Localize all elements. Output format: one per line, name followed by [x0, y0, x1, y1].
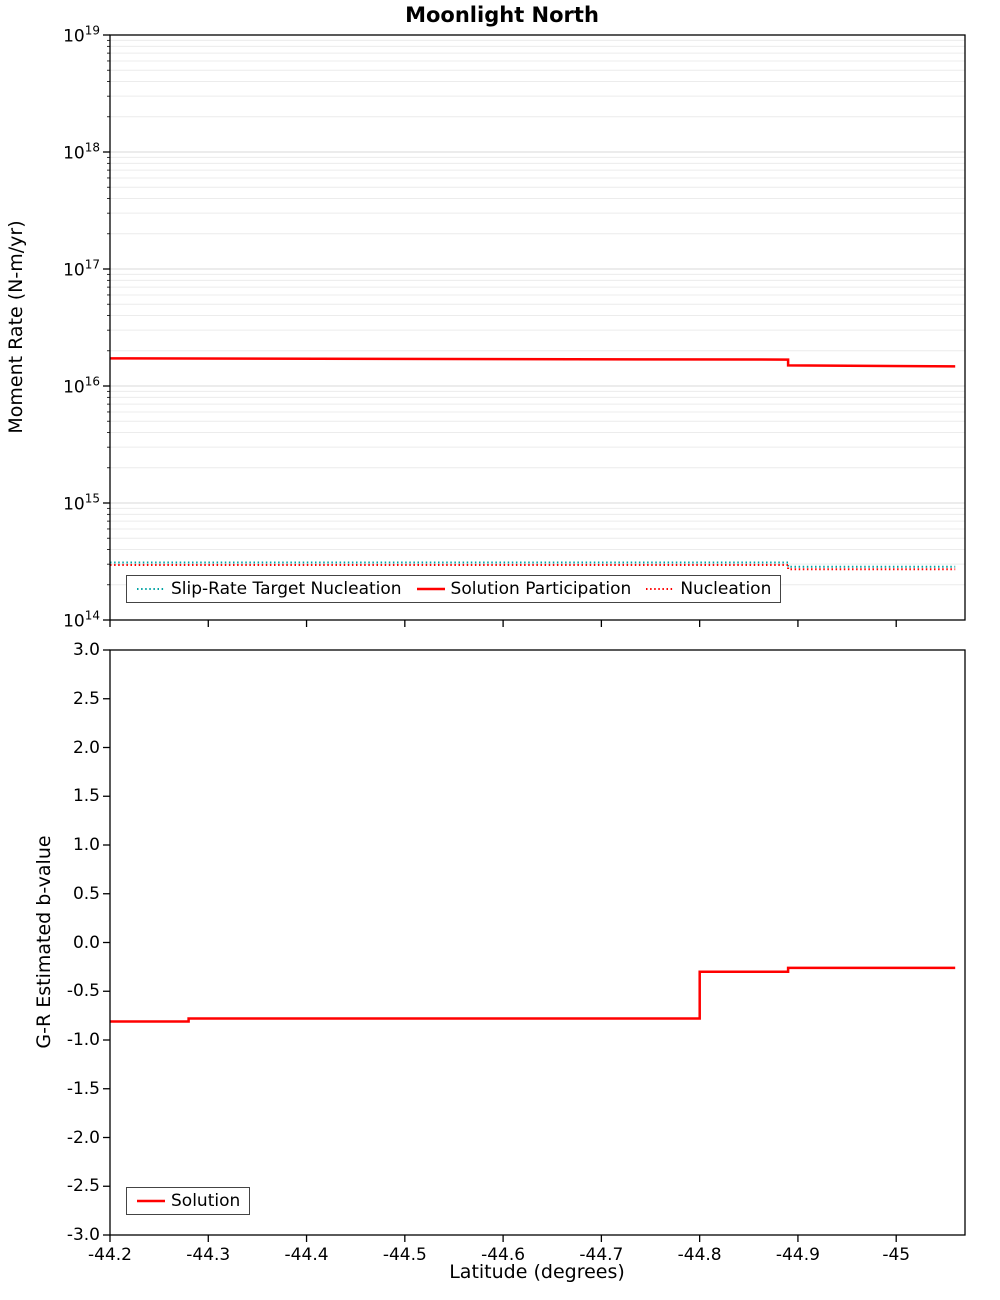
series-line-solution [110, 966, 956, 1023]
legend-line-sample-icon [137, 588, 165, 590]
x-tick-label: -44.8 [677, 1245, 722, 1265]
legend-entry-label: Solution [171, 1191, 241, 1211]
legend-entry: Nucleation [645, 579, 771, 599]
y-tick-label: 0.5 [72, 883, 100, 904]
y-tick-label: 1016 [63, 374, 100, 398]
series-line-solution-participation [109, 357, 956, 368]
legend-entry-label: Solution Participation [450, 579, 632, 599]
legend-entry: Slip-Rate Target Nucleation [136, 579, 402, 599]
y-tick-label: 1015 [63, 491, 100, 515]
y-tick-label: 1.0 [72, 835, 100, 855]
x-tick-label: -45 [882, 1245, 911, 1265]
moment-rate-axis-label: Moment Rate (N-m/yr) [5, 220, 27, 434]
x-axis-label: Latitude (degrees) [449, 1261, 625, 1283]
x-tick-label: -44.5 [382, 1245, 427, 1265]
y-tick-label: 1.5 [72, 786, 100, 807]
y-tick-label: 1018 [63, 140, 100, 164]
y-tick-label: 1017 [63, 257, 100, 281]
legend-line-sample-icon [416, 587, 445, 591]
x-tick-label: -44.2 [88, 1245, 132, 1265]
x-tick-label: -44.7 [579, 1245, 624, 1265]
y-tick-label: -2.0 [66, 1127, 100, 1148]
legend-entry-label: Nucleation [680, 579, 772, 599]
b-value-axis-label: G-R Estimated b-value [33, 835, 55, 1049]
y-tick-label: -0.5 [66, 981, 100, 1002]
y-tick-label: 1014 [63, 608, 100, 632]
y-tick-label: -1.5 [66, 1078, 100, 1099]
y-tick-label: 3.0 [72, 640, 100, 660]
legend-line-sample-icon [137, 1199, 165, 1203]
chart-title: Moonlight North [405, 3, 599, 27]
y-tick-label: 1019 [63, 23, 100, 47]
x-tick-label: -44.3 [186, 1245, 231, 1265]
y-tick-label: 2.5 [72, 688, 100, 709]
y-tick-label: -2.5 [66, 1176, 100, 1197]
x-tick-label: -44.4 [284, 1245, 329, 1265]
legend-entry: Solution [136, 1191, 240, 1211]
legend-line-sample-icon [646, 588, 675, 590]
y-tick-label: 0.0 [72, 932, 100, 953]
legend-entry: Solution Participation [416, 579, 632, 599]
b-value-legend: Solution [126, 1187, 251, 1215]
y-tick-label: 2.0 [72, 737, 100, 758]
moment-rate-legend: Slip-Rate Target Nucleation Solution Part… [126, 575, 782, 603]
y-tick-label: -1.0 [66, 1030, 100, 1050]
legend-entry-label: Slip-Rate Target Nucleation [171, 579, 402, 599]
x-tick-label: -44.9 [775, 1245, 820, 1265]
x-tick-label: -44.6 [481, 1245, 526, 1265]
y-tick-label: -3.0 [66, 1225, 100, 1245]
